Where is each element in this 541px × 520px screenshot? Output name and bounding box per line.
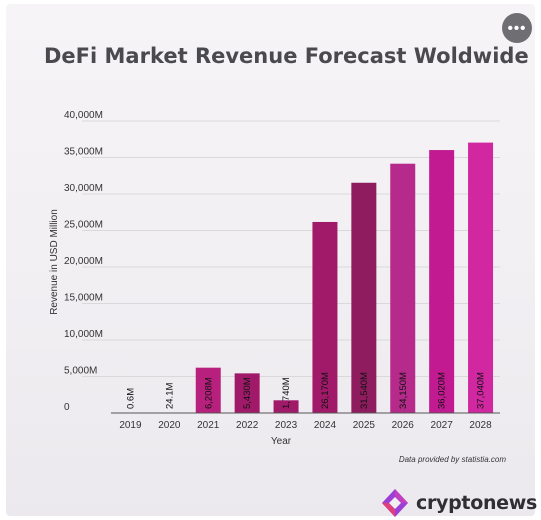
y-tick-label: 5,000M xyxy=(64,366,97,377)
y-tick-label: 20,000M xyxy=(64,256,103,267)
bar-data-label: 34,150M xyxy=(398,372,409,409)
y-tick-label: 10,000M xyxy=(64,329,103,340)
bars xyxy=(195,142,494,413)
bar-data-label: 0.6M xyxy=(125,388,136,409)
x-tick-label: 2020 xyxy=(158,420,181,431)
bar-2023 xyxy=(273,400,299,413)
bar-2028 xyxy=(468,142,494,413)
data-credit: Data provided by statistia.com xyxy=(296,455,506,464)
bar-data-label: 36,020M xyxy=(437,372,448,409)
bar-2027 xyxy=(429,150,455,413)
bar-data-label: 5,430M xyxy=(242,377,253,409)
y-tick-label: 40,000M xyxy=(64,110,103,121)
chart-title: DeFi Market Revenue Forecast Woldwide xyxy=(44,44,529,68)
bar-2024 xyxy=(312,221,338,413)
credit-prefix: Data provided by xyxy=(398,455,462,464)
bar-data-label: 6,208M xyxy=(203,377,214,409)
x-tick-label: 2021 xyxy=(197,420,220,431)
x-axis-title: Year xyxy=(271,436,292,447)
bar-2026 xyxy=(390,163,416,413)
y-tick-label: 25,000M xyxy=(64,220,103,231)
bar-data-label: 1,740M xyxy=(281,377,292,409)
x-tick-label: 2026 xyxy=(392,420,415,431)
more-options-button[interactable]: ••• xyxy=(502,13,532,43)
bar-data-label: 24.1M xyxy=(164,383,175,409)
x-tick-label: 2024 xyxy=(314,420,337,431)
bar-data-label: 31,540M xyxy=(359,372,370,409)
y-tick-label: 35,000M xyxy=(64,147,103,158)
bar-2022 xyxy=(234,373,260,413)
bar-data-label: 26,170M xyxy=(320,372,331,409)
credit-source: statistia.com xyxy=(461,455,506,464)
x-tick-label: 2019 xyxy=(119,420,142,431)
axes: 0 5,000M 10,000M 15,000M 20,000M 25,000M 30,00… xyxy=(64,110,500,431)
x-tick-label: 2023 xyxy=(275,420,298,431)
x-tick-label: 2022 xyxy=(236,420,259,431)
x-tick-label: 2025 xyxy=(353,420,376,431)
x-tick-label: 2028 xyxy=(469,420,492,431)
y-tick-label: 30,000M xyxy=(64,183,103,194)
y-tick-label: 0 xyxy=(64,402,70,413)
y-tick-label: 15,000M xyxy=(64,293,103,304)
brand-footer: cryptonews xyxy=(380,487,537,519)
bar-data-label: 37,040M xyxy=(476,372,487,409)
cryptonews-logo-icon xyxy=(382,489,408,517)
more-horizontal-icon: ••• xyxy=(507,19,527,37)
brand-name: cryptonews xyxy=(416,492,538,514)
bar-2021 xyxy=(195,367,221,413)
bar-2025 xyxy=(351,182,377,413)
x-tick-label: 2027 xyxy=(431,420,454,431)
y-axis-title: Revenue in USD Million xyxy=(49,209,60,315)
bar-labels: 0.6M 24.1M 6,208M 5,430M 1,740M 26,170M 31,540… xyxy=(125,372,486,409)
